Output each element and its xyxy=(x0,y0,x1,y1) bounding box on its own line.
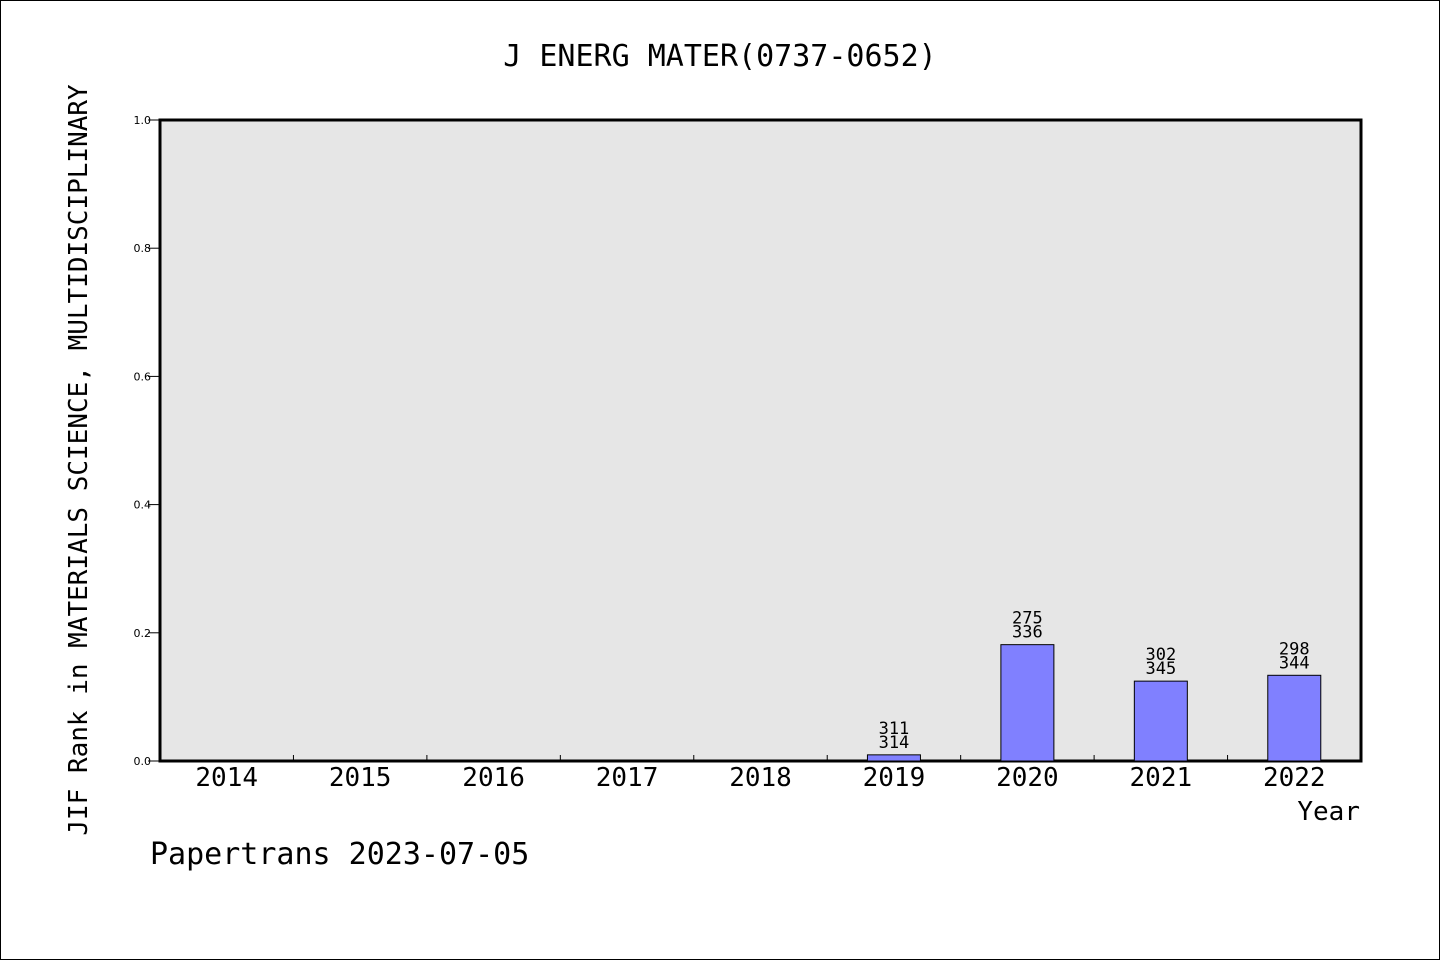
y-tick-label: 0.4 xyxy=(134,499,152,512)
x-tick-label: 2016 xyxy=(462,763,525,793)
y-tick-label: 1.0 xyxy=(134,114,152,127)
x-tick-label: 2019 xyxy=(863,763,926,793)
x-tick-label: 2020 xyxy=(996,763,1059,793)
footer-credit: Papertrans 2023-07-05 xyxy=(150,837,529,872)
x-tick-label: 2021 xyxy=(1130,763,1193,793)
bar-label-rank: 275 xyxy=(1012,609,1043,629)
y-tick-label: 0.2 xyxy=(134,627,152,640)
bar-2020 xyxy=(1000,644,1055,762)
bar-label-rank: 311 xyxy=(879,719,910,739)
bar-label-rank: 298 xyxy=(1279,639,1310,659)
y-tick-label: 0.0 xyxy=(134,755,152,768)
bar-label-total: 345 xyxy=(1145,659,1176,679)
bar-label-total: 344 xyxy=(1279,653,1310,673)
x-tick-label: 2015 xyxy=(329,763,392,793)
bar-label-rank: 302 xyxy=(1145,645,1176,665)
y-tick-label: 0.6 xyxy=(134,370,152,383)
bar-2019 xyxy=(866,754,921,762)
x-tick-label: 2018 xyxy=(729,763,792,793)
x-axis: 2014 2015 2016 2017 2018 2019 2020 2021 2022 xyxy=(195,755,1326,793)
y-axis: 0.0 0.2 0.4 0.6 0.8 1.0 xyxy=(134,114,160,768)
bar-label-total: 336 xyxy=(1012,623,1043,643)
bar-label-total: 314 xyxy=(879,733,910,753)
bar-2022 xyxy=(1267,674,1322,762)
x-tick-label: 2022 xyxy=(1263,763,1326,793)
chart-title: J ENERG MATER(0737-0652) xyxy=(503,39,936,74)
bar-2021 xyxy=(1133,680,1188,762)
x-tick-label: 2017 xyxy=(596,763,659,793)
y-axis-label: JIF Rank in MATERIALS SCIENCE, MULTIDISC… xyxy=(64,84,94,836)
y-tick-label: 0.8 xyxy=(134,242,152,255)
plot-area xyxy=(158,118,1363,763)
x-axis-label: Year xyxy=(1297,797,1360,827)
x-tick-label: 2014 xyxy=(195,763,258,793)
bar-series xyxy=(866,644,1322,762)
